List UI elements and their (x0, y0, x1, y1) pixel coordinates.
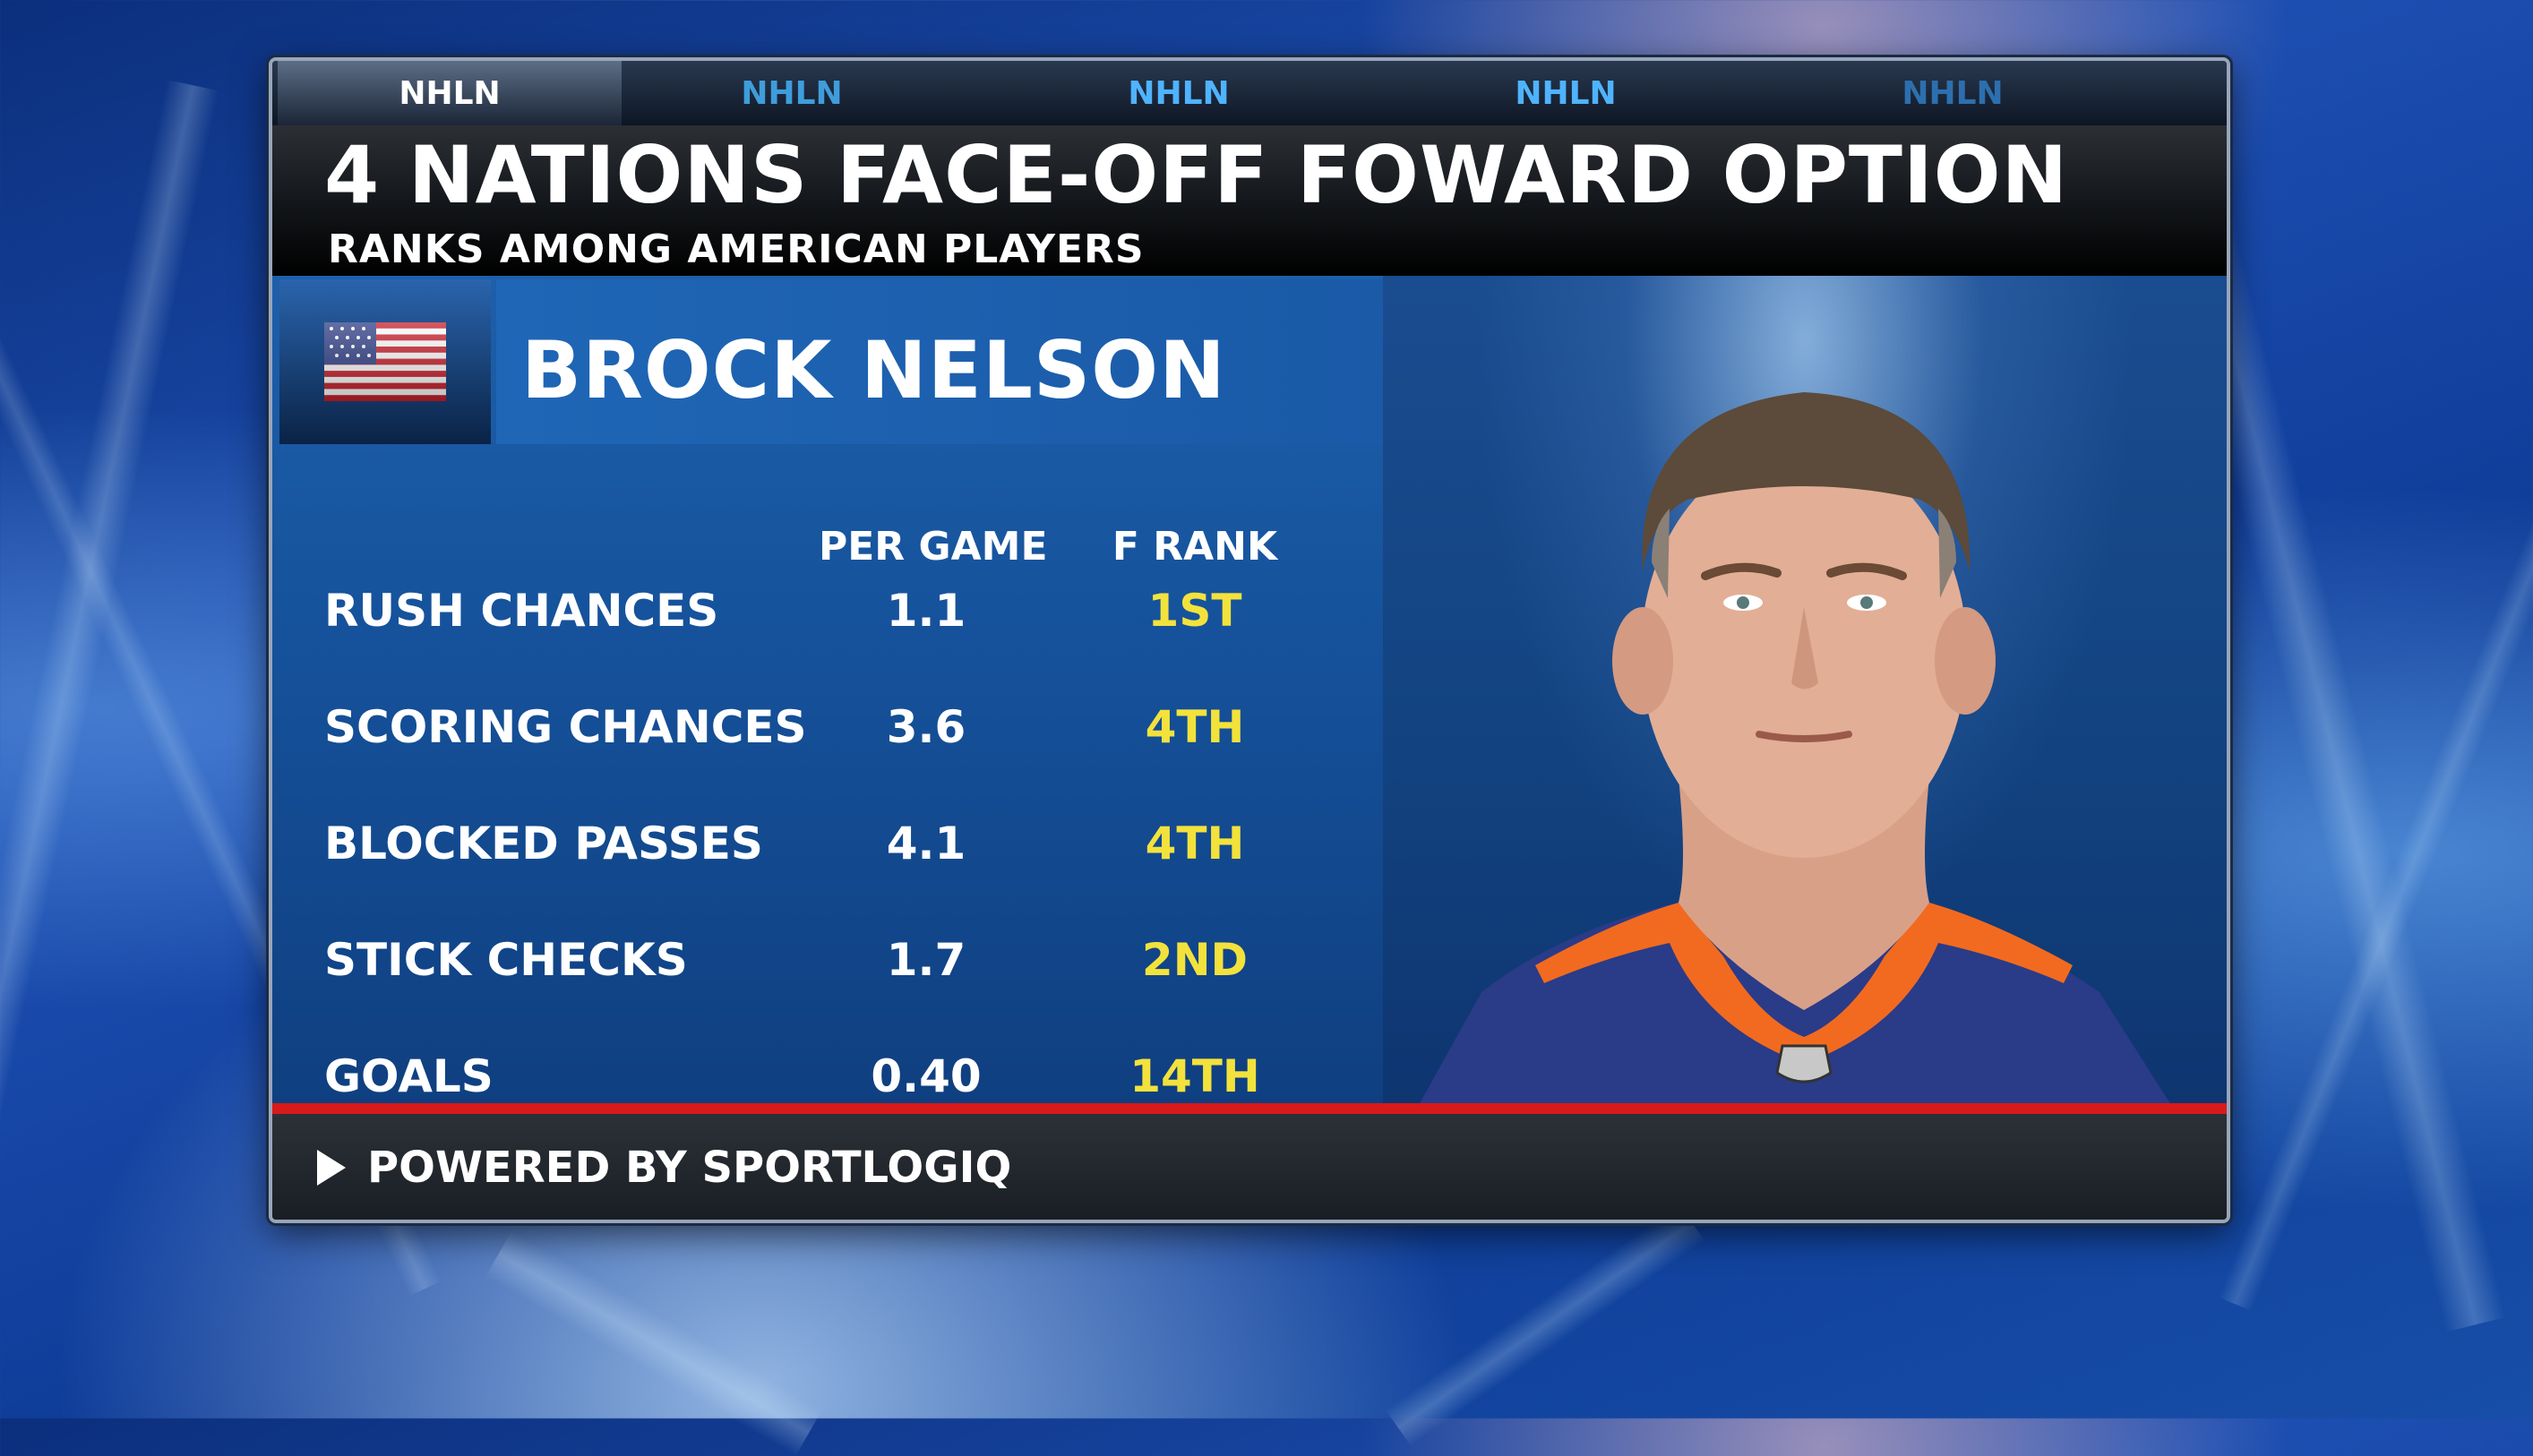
flag-box (279, 279, 491, 444)
stat-label: SCORING CHANCES (324, 701, 807, 753)
player-headshot (1419, 392, 2171, 1105)
network-tab-strip: NHLN NHLN NHLN NHLN NHLN (272, 61, 2227, 125)
stat-rank: 1ST (1147, 585, 1242, 637)
tab-nhln-2[interactable]: NHLN (741, 74, 843, 112)
footer-bar: POWERED BY SPORTLOGIQ (272, 1114, 2227, 1220)
background-shard (485, 1230, 823, 1456)
graphic-title: 4 NATIONS FACE-OFF FOWARD OPTION (324, 129, 2069, 221)
stat-per-game: 0.40 (871, 1050, 982, 1102)
stat-label: GOALS (324, 1050, 494, 1102)
stat-rank: 4TH (1145, 818, 1245, 869)
stat-rank: 2ND (1141, 934, 1249, 986)
stat-label: BLOCKED PASSES (324, 818, 763, 869)
player-name: BROCK NELSON (521, 324, 1226, 416)
us-flag-icon (324, 322, 446, 401)
player-photo-area (1383, 276, 2227, 1105)
stat-rank: 14TH (1129, 1050, 1260, 1102)
background-shard (0, 80, 219, 1317)
powered-by-text: POWERED BY SPORTLOGIQ (367, 1143, 1012, 1193)
column-header-per-game: PER GAME (819, 524, 1048, 570)
stats-area: BROCK NELSON PER GAME F RANK RUSH CHANCE… (272, 276, 1383, 1105)
stat-per-game: 3.6 (886, 701, 966, 753)
player-name-box: BROCK NELSON (496, 279, 1383, 444)
stat-per-game: 1.7 (886, 934, 966, 986)
stat-per-game: 4.1 (886, 818, 966, 869)
title-bar (272, 125, 2227, 276)
tab-nhln-3[interactable]: NHLN (1128, 74, 1230, 112)
graphic-subtitle: RANKS AMONG AMERICAN PLAYERS (328, 227, 1145, 272)
stat-per-game: 1.1 (886, 585, 966, 637)
accent-divider (272, 1103, 2227, 1114)
tab-nhln-4[interactable]: NHLN (1515, 74, 1617, 112)
play-icon (317, 1150, 346, 1186)
stats-graphic-panel: NHLN NHLN NHLN NHLN NHLN 4 NATIONS FACE-… (269, 57, 2230, 1223)
tab-nhln-5[interactable]: NHLN (1902, 74, 2004, 112)
stat-label: STICK CHECKS (324, 934, 688, 986)
column-header-f-rank: F RANK (1112, 524, 1278, 570)
background-shard (1385, 1203, 1705, 1447)
tab-nhln-1[interactable]: NHLN (278, 61, 622, 125)
stat-label: RUSH CHANCES (324, 585, 719, 637)
stat-rank: 4TH (1145, 701, 1245, 753)
